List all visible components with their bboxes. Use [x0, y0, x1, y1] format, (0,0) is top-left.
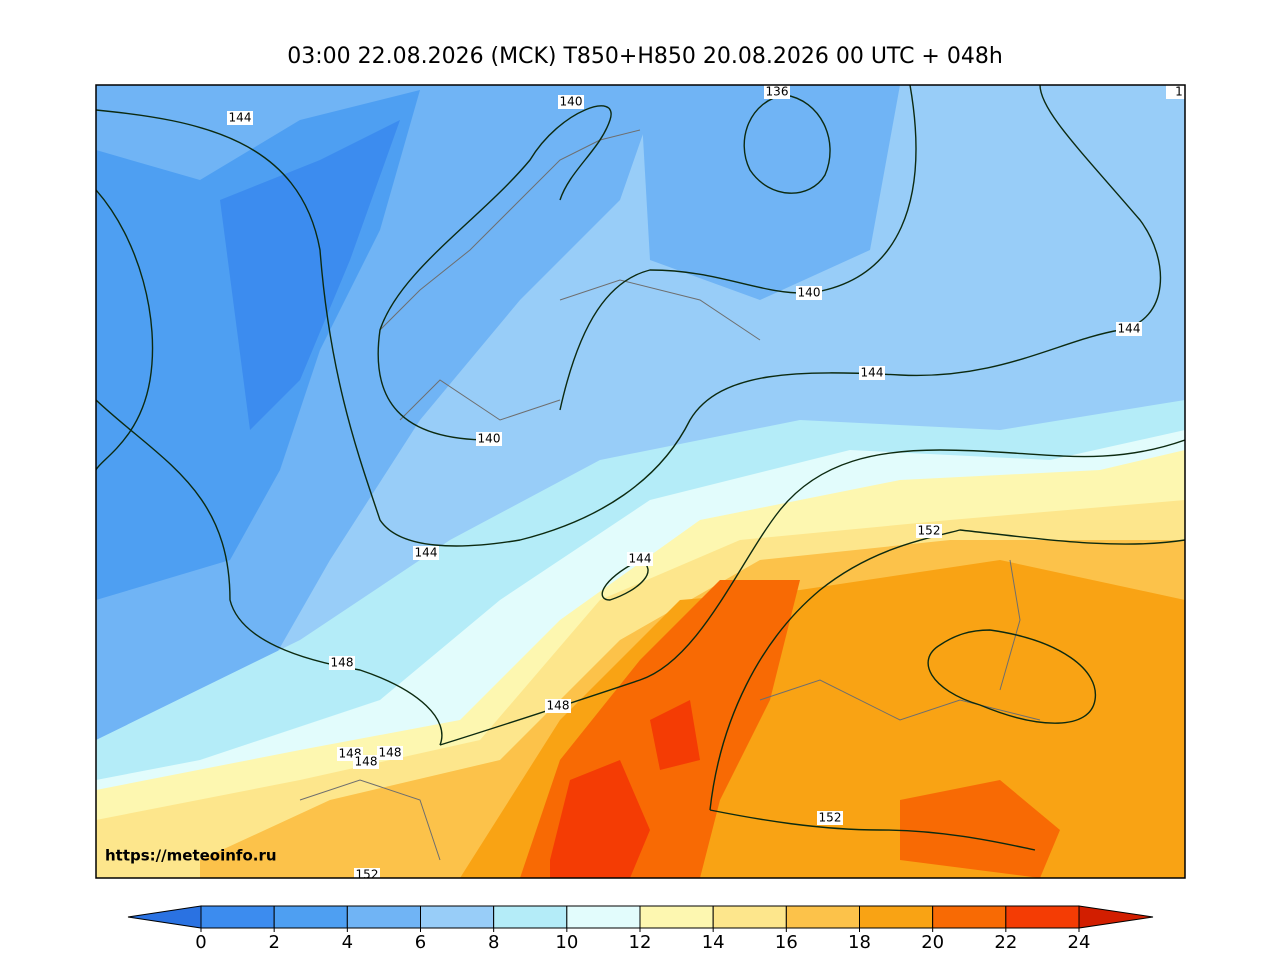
contour-label: 152 — [356, 868, 379, 882]
colorbar-tick-label: 24 — [1068, 932, 1091, 953]
contour-label: 152 — [918, 524, 941, 538]
colorbar-segment — [932, 905, 1007, 929]
contour-label-bg — [1166, 85, 1185, 99]
contour-label-bg — [627, 552, 653, 566]
colorbar-segment — [200, 905, 275, 929]
contour-label: 148 — [331, 656, 354, 670]
colorbar-segment — [639, 905, 714, 929]
contour-label: 140 — [798, 286, 821, 300]
contour-label: 1 — [1175, 85, 1183, 99]
contour-label: 148 — [355, 755, 378, 769]
colorbar-tick-label: 16 — [775, 932, 798, 953]
contour-label-bg — [227, 111, 253, 125]
colorbar-tick-label: 10 — [555, 932, 578, 953]
contour-label: 148 — [547, 699, 570, 713]
colorbar-tick-label: 6 — [415, 932, 426, 953]
contour-label: 136 — [766, 85, 789, 99]
colorbar-segment — [712, 905, 787, 929]
contour-label-bg — [764, 85, 790, 99]
contour-label: 140 — [560, 95, 583, 109]
colorbar-segment — [420, 905, 495, 929]
contour-label: 144 — [1118, 322, 1141, 336]
colorbar-segment — [273, 905, 348, 929]
title: 03:00 22.08.2026 (MCK) T850+H850 20.08.2… — [287, 44, 1003, 69]
colorbar-tick-label: 8 — [488, 932, 499, 953]
colorbar-tick-label: 14 — [702, 932, 725, 953]
contour-label-bg — [817, 811, 843, 825]
colorbar-segment — [493, 905, 568, 929]
colorbar-under — [127, 905, 202, 929]
colorbar-segment — [346, 905, 422, 929]
map-frame — [95, 84, 1186, 879]
contour-label-bg — [354, 868, 380, 878]
contour-label-bg — [796, 286, 822, 300]
source-url: https://meteoinfo.ru — [105, 847, 277, 865]
contour-label: 148 — [379, 746, 402, 760]
colorbar-tick-label: 12 — [629, 932, 652, 953]
colorbar-tick-label: 20 — [921, 932, 944, 953]
contour-label-bg — [558, 95, 584, 109]
colorbar-segment — [566, 905, 641, 929]
contour-label-bg — [916, 524, 942, 538]
colorbar-segment — [785, 905, 860, 929]
colorbar-segment — [859, 905, 934, 929]
contour-label: 140 — [478, 432, 501, 446]
colorbar-tick-label: 4 — [342, 932, 353, 953]
colorbar-tick-label: 18 — [848, 932, 871, 953]
colorbar-over — [1078, 905, 1154, 929]
contour-label: 144 — [229, 111, 252, 125]
contour-label-bg — [545, 699, 571, 713]
contour-label-bg — [353, 755, 379, 769]
colorbar: 0 2 4 6 8 10 12 14 16 18 20 22 24 — [127, 905, 1154, 953]
contour-label-bg — [413, 546, 439, 560]
colorbar-tick-label: 0 — [195, 932, 206, 953]
contour-label-bg — [377, 746, 403, 760]
colorbar-tick-label: 22 — [994, 932, 1017, 953]
colorbar-segment — [1005, 905, 1080, 929]
colorbar-tick-label: 2 — [268, 932, 279, 953]
contour-label: 144 — [415, 546, 438, 560]
contour-label: 144 — [861, 366, 884, 380]
contour-label-bg — [859, 366, 885, 380]
contour-label-bg — [329, 656, 355, 670]
contour-label-bg — [476, 432, 502, 446]
contour-label: 144 — [629, 552, 652, 566]
contour-label-bg — [1116, 322, 1142, 336]
contour-label: 152 — [819, 811, 842, 825]
